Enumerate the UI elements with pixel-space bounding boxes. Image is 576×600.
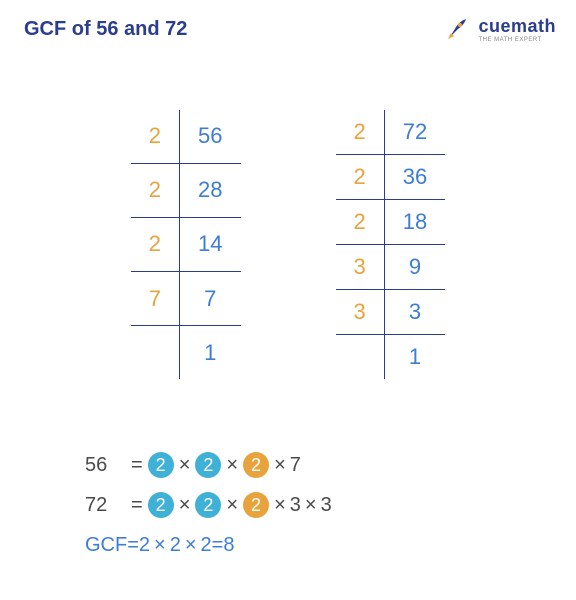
times-symbol: × [226,450,238,480]
quotient-cell: 7 [180,272,241,326]
factor-circle: 2 [195,492,221,518]
factor-circle: 2 [243,452,269,478]
quotient-cell: 56 [180,110,241,163]
times-symbol: × [179,490,191,520]
quotient-cell: 1 [384,335,445,380]
divisor-cell: 3 [336,245,385,290]
eq-lhs: 72 [85,490,127,520]
eq-lhs: 56 [85,450,127,480]
times-symbol: × [154,530,166,560]
quotient-cell: 72 [384,110,445,155]
brand-name: cuemath [478,16,556,37]
divisor-cell [336,335,385,380]
brand-tagline: THE MATH EXPERT [478,37,556,43]
gcf-label: GCF [85,530,127,560]
equation-56: 56 = 2×2×2× 7 [85,450,332,480]
quotient-cell: 3 [384,290,445,335]
equals-sign: = [131,450,143,480]
equation-gcf: GCF = 2×2×2 = 8 [85,530,332,560]
factor-circle: 2 [148,452,174,478]
rocket-icon [444,15,472,43]
divisor-cell: 2 [131,110,180,163]
divisor-cell: 2 [336,155,385,200]
times-symbol: × [305,490,317,520]
quotient-cell: 14 [180,217,241,271]
divisor-cell: 2 [336,200,385,245]
divisor-cell: 2 [336,110,385,155]
factorization-tables: 256228214771 27223621839331 [0,110,576,379]
brand-logo: cuemath THE MATH EXPERT [444,15,556,43]
factor-table-72: 27223621839331 [336,110,446,379]
divisor-cell [131,326,180,379]
divisor-cell: 2 [131,217,180,271]
times-symbol: × [274,490,286,520]
quotient-cell: 1 [180,326,241,379]
divisor-cell: 7 [131,272,180,326]
factor-table-56: 256228214771 [131,110,241,379]
factor-circle: 2 [195,452,221,478]
quotient-cell: 36 [384,155,445,200]
times-symbol: × [274,450,286,480]
times-symbol: × [179,450,191,480]
page-title: GCF of 56 and 72 [24,18,187,41]
divisor-cell: 3 [336,290,385,335]
times-symbol: × [226,490,238,520]
equals-sign: = [131,490,143,520]
divisor-cell: 2 [131,163,180,217]
equations-block: 56 = 2×2×2× 7 72 = 2×2×2× 3 × 3 GCF = 2×… [85,450,332,570]
factor-circle: 2 [243,492,269,518]
times-symbol: × [185,530,197,560]
quotient-cell: 9 [384,245,445,290]
quotient-cell: 18 [384,200,445,245]
quotient-cell: 28 [180,163,241,217]
factor-circle: 2 [148,492,174,518]
equation-72: 72 = 2×2×2× 3 × 3 [85,490,332,520]
